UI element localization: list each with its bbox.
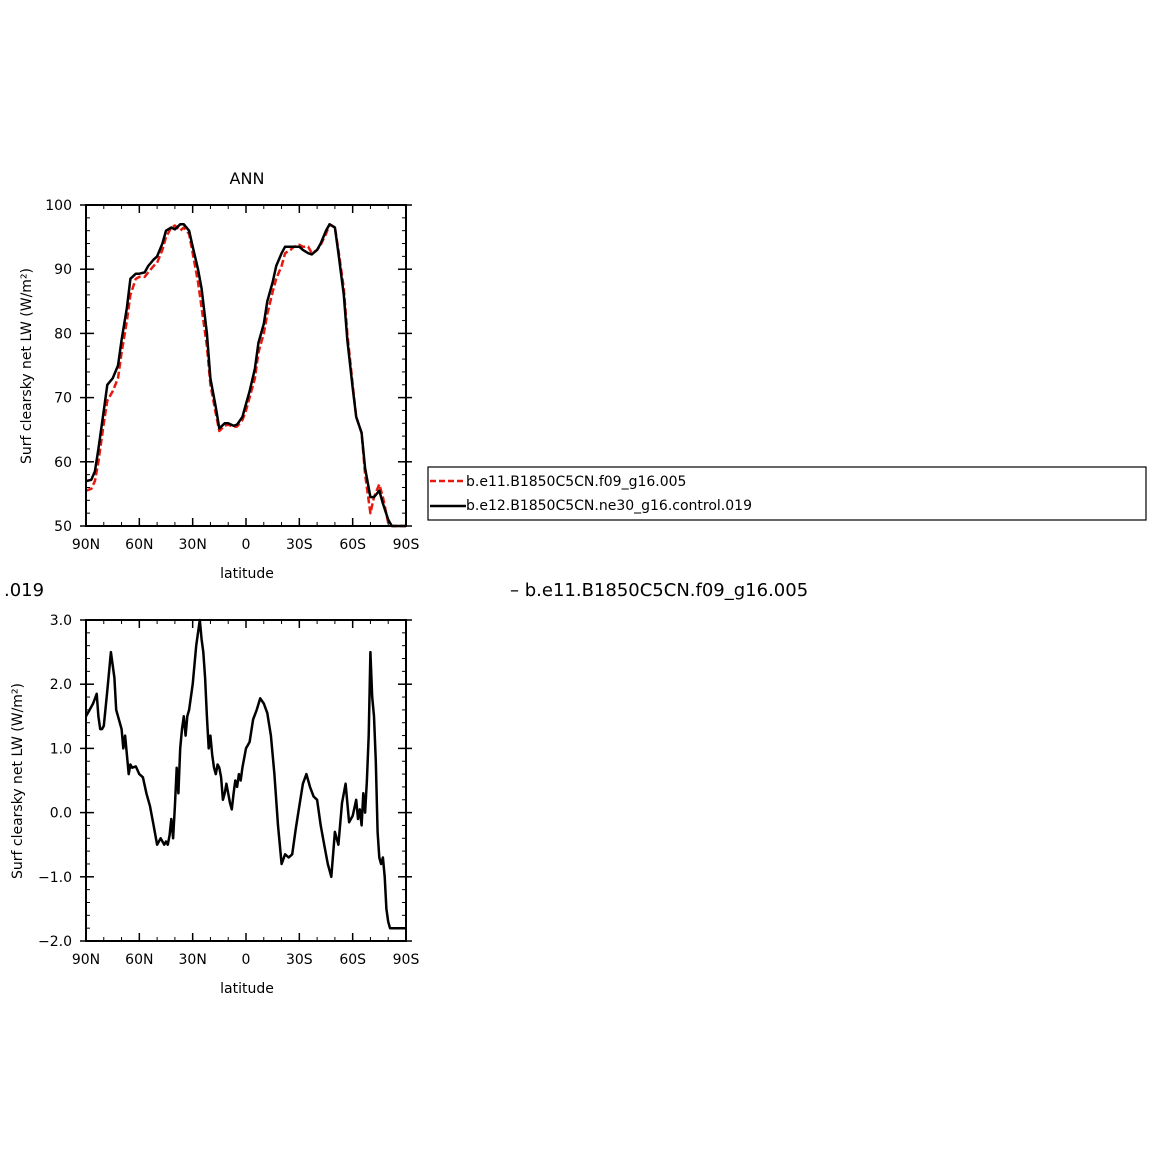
x-tick-label: 0: [242, 952, 251, 968]
y-tick-label: 2.0: [50, 677, 72, 693]
diff-title-right: – b.e11.B1850C5CN.f09_g16.005: [510, 580, 808, 601]
series-line-1: [85, 223, 406, 528]
y-tick-label: 1.0: [50, 741, 72, 757]
legend-entry-ne30: b.e12.B1850C5CN.ne30_g16.control.019: [466, 498, 752, 514]
x-axis-label: latitude: [220, 981, 274, 997]
legend: b.e11.B1850C5CN.f09_g16.005 b.e12.B1850C…: [427, 466, 1147, 521]
x-tick-label: 30N: [179, 537, 207, 553]
x-tick-label: 60N: [125, 537, 153, 553]
y-tick-label: 0.0: [50, 806, 72, 822]
x-tick-label: 30S: [286, 952, 313, 968]
diff-title-left: .019: [4, 580, 44, 601]
x-tick-label: 30N: [179, 952, 207, 968]
bottom-chart: 90N 60N 30N 0 30S 60S 90S−2.0−1.00.01.02.03.0 …: [10, 613, 419, 997]
x-tick-label: 90S: [393, 952, 420, 968]
plot-frame: [85, 619, 407, 942]
y-tick-label: 90: [54, 262, 72, 278]
x-tick-label: 60S: [339, 537, 366, 553]
x-tick-label: 0: [242, 537, 251, 553]
plot-frame: [85, 204, 407, 527]
y-axis-label: Surf clearsky net LW (W/m²): [10, 683, 26, 879]
y-tick-label: 3.0: [50, 613, 72, 629]
top-chart: ANN 90N 60N 30N 0 30S 60S 90S 50 60 70 80 90 100 lat…: [19, 169, 419, 582]
x-tick-label: 90S: [393, 537, 420, 553]
y-tick-label: 50: [54, 519, 72, 535]
x-tick-label: 90N: [72, 537, 100, 553]
x-tick-label: 60S: [339, 952, 366, 968]
x-tick-label: 30S: [286, 537, 313, 553]
series-line-0: [84, 618, 406, 930]
y-tick-label: −2.0: [38, 934, 72, 950]
series-line-0: [85, 223, 406, 528]
y-tick-label: 70: [54, 391, 72, 407]
y-axis-label: Surf clearsky net LW (W/m²): [19, 268, 35, 464]
x-tick-label: 90N: [72, 952, 100, 968]
y-tick-label: 80: [54, 326, 72, 342]
y-tick-label: −1.0: [38, 870, 72, 886]
legend-entry-f09: b.e11.B1850C5CN.f09_g16.005: [466, 474, 686, 490]
y-tick-label: 60: [54, 455, 72, 471]
x-axis-label: latitude: [220, 566, 274, 582]
x-tick-label: 60N: [125, 952, 153, 968]
legend-box: [427, 466, 1147, 521]
y-tick-label: 100: [45, 198, 72, 214]
chart-title: ANN: [230, 169, 265, 188]
